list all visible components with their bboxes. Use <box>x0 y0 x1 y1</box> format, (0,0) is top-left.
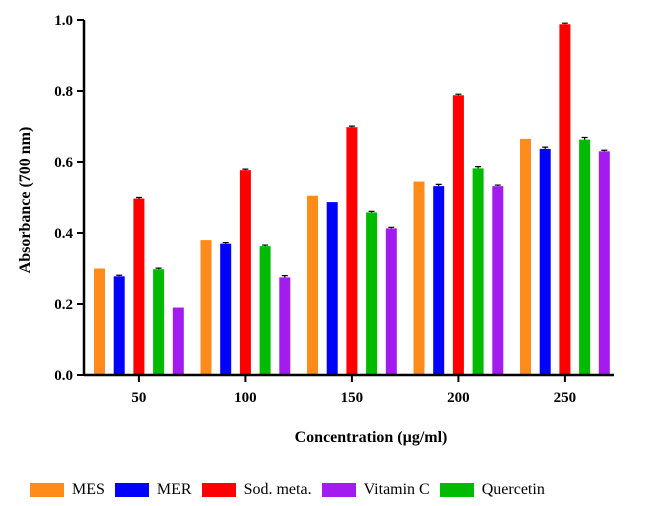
error-bar <box>222 241 229 244</box>
error-bar <box>561 22 568 25</box>
x-tick-label: 150 <box>341 390 364 406</box>
error-bar <box>601 149 608 152</box>
y-tick-label: 0.0 <box>54 368 73 384</box>
error-bar <box>155 267 162 270</box>
bar-vitamin-c-200 <box>492 186 504 375</box>
bar-sod-meta--150 <box>346 127 358 376</box>
bar-vitamin-c-50 <box>172 307 184 375</box>
error-bar <box>494 184 501 187</box>
legend-item-mer: MER <box>114 481 192 499</box>
legend-label: Quercetin <box>481 481 545 498</box>
bar-mes-200 <box>413 181 425 375</box>
legend-label: MER <box>156 481 192 498</box>
error-bar <box>455 93 462 96</box>
error-bar <box>281 275 288 278</box>
legend-swatch <box>321 483 356 497</box>
error-bar <box>475 166 482 169</box>
bar-mes-150 <box>307 195 318 375</box>
error-bar <box>348 125 355 128</box>
error-bar <box>435 183 442 187</box>
legend-item-mes: MES <box>30 481 105 499</box>
x-tick-label: 50 <box>131 390 146 406</box>
legend-item-vitamin-c: Vitamin C <box>321 481 430 499</box>
error-bar <box>242 168 249 171</box>
y-tick-label: 0.4 <box>54 226 73 242</box>
legend-item-sod-meta-: Sod. meta. <box>201 481 312 499</box>
x-tick-label: 200 <box>447 390 470 406</box>
bar-sod-meta--200 <box>452 95 464 375</box>
bar-vitamin-c-150 <box>385 228 397 375</box>
y-tick-label: 0.2 <box>54 297 73 313</box>
legend-swatch <box>30 483 64 497</box>
bar-mer-100 <box>220 243 232 375</box>
bar-quercetin-100 <box>259 246 271 375</box>
bar-mes-100 <box>200 240 212 375</box>
legend-label: Vitamin C <box>363 481 430 498</box>
bar-mes-250 <box>520 138 531 375</box>
bar-mer-200 <box>433 186 445 375</box>
bar-quercetin-150 <box>366 212 378 375</box>
bar-quercetin-50 <box>153 269 165 375</box>
y-tick-label: 0.6 <box>54 155 73 171</box>
legend-swatch <box>439 483 474 497</box>
bar-vitamin-c-250 <box>598 151 610 375</box>
bar-quercetin-250 <box>579 139 591 375</box>
bar-mer-150 <box>326 202 338 375</box>
legend-swatch <box>114 483 149 497</box>
error-bar <box>135 196 142 199</box>
bar-mes-50 <box>94 268 105 375</box>
x-axis-ticks: 50 100 150 200 250 <box>131 375 576 406</box>
x-tick-label: 250 <box>554 390 577 406</box>
bar-mer-50 <box>113 276 125 375</box>
bar-chart: 0.0 0.2 0.4 0.6 0.8 1.0 50 100 150 200 250 Concen… <box>17 13 614 446</box>
y-tick-label: 1.0 <box>54 13 73 29</box>
legend-item-quercetin: Quercetin <box>439 481 545 499</box>
bar-mer-250 <box>539 148 551 375</box>
x-axis-title: Concentration (µg/ml) <box>295 429 448 446</box>
bar-quercetin-200 <box>472 168 484 375</box>
error-bar <box>262 244 269 247</box>
legend-label: Sod. meta. <box>243 481 312 498</box>
bar-sod-meta--100 <box>239 170 251 375</box>
error-bar <box>581 136 588 140</box>
error-bar <box>542 146 549 149</box>
error-bar <box>388 226 395 229</box>
legend: MES MER Sod. meta. Vitamin C Quercetin <box>30 478 660 502</box>
legend-swatch <box>201 483 236 497</box>
x-tick-label: 100 <box>234 390 257 406</box>
error-bar <box>116 274 123 277</box>
bar-sod-meta--50 <box>133 198 145 375</box>
bar-vitamin-c-100 <box>279 277 291 375</box>
legend-label: MES <box>72 481 105 498</box>
bar-sod-meta--250 <box>559 24 571 375</box>
error-bar <box>368 210 375 213</box>
bars <box>94 22 610 376</box>
y-axis-title: Absorbance (700 nm) <box>17 127 34 274</box>
y-tick-label: 0.8 <box>54 84 73 100</box>
y-axis-ticks: 0.0 0.2 0.4 0.6 0.8 1.0 <box>54 13 84 384</box>
